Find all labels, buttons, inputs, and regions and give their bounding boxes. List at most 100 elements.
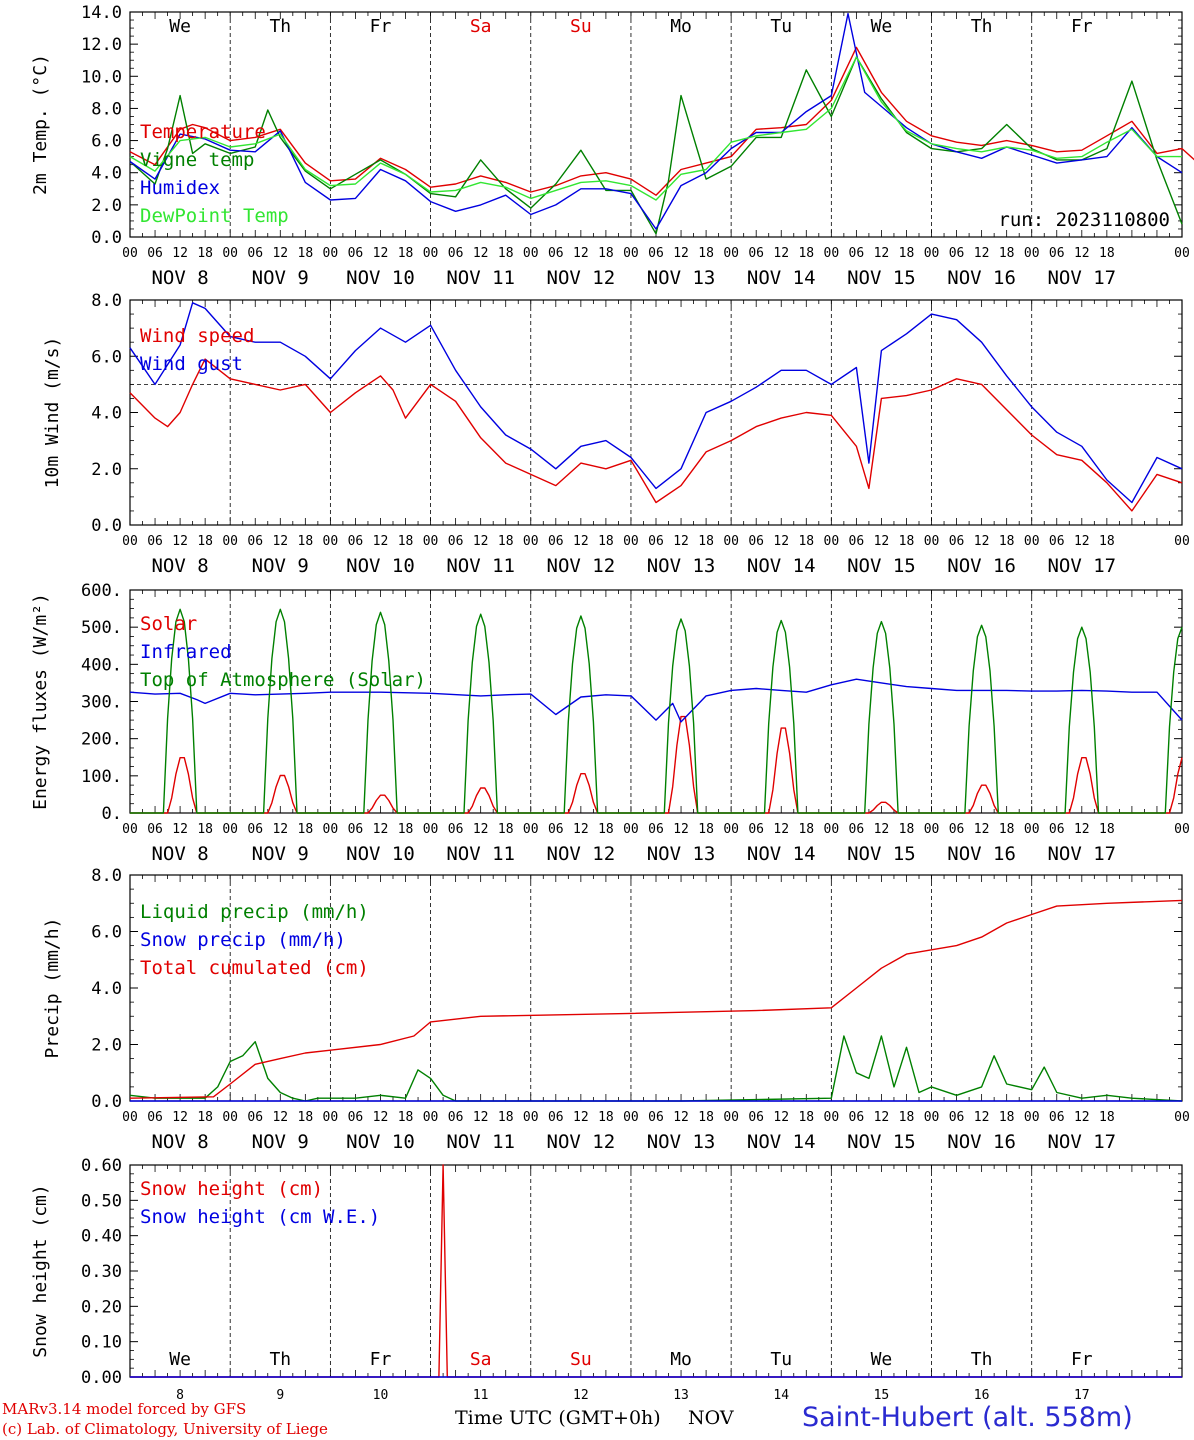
y-axis-title: Precip (mm/h)	[42, 918, 63, 1059]
hour-label: 18	[899, 534, 915, 549]
legend-entry: Wind gust	[140, 353, 243, 375]
date-label: NOV 8	[151, 555, 208, 577]
hour-label: 06	[648, 822, 664, 837]
y-tick-label: 8.0	[91, 866, 122, 886]
hour-label: 00	[323, 246, 339, 261]
hour-label: 06	[1049, 1110, 1065, 1125]
plot-frame	[129, 11, 1183, 238]
date-label: NOV 17	[1047, 843, 1116, 865]
hour-label: 06	[949, 1110, 965, 1125]
hour-label: 00	[723, 246, 739, 261]
hour-label: 00	[723, 822, 739, 837]
y-tick-label: 0.00	[81, 1368, 122, 1388]
weekday-label: We	[169, 1349, 191, 1370]
hour-label: 12	[773, 246, 789, 261]
hour-label: 06	[648, 1110, 664, 1125]
hour-label: 12	[573, 246, 589, 261]
hour-label: 18	[298, 246, 314, 261]
hour-label: 12	[673, 822, 689, 837]
date-label: NOV 13	[647, 555, 716, 577]
date-label: NOV 9	[252, 267, 309, 289]
hour-label: 00	[122, 246, 138, 261]
hour-label: 12	[473, 822, 489, 837]
hour-label: 12	[773, 822, 789, 837]
hour-label: 18	[999, 822, 1015, 837]
y-tick-label: 300.	[81, 693, 122, 713]
hour-label: 00	[623, 822, 639, 837]
weekday-label: Fr	[1071, 1349, 1093, 1370]
hour-label: 00	[323, 822, 339, 837]
station-name: Saint-Hubert (alt. 558m)	[802, 1402, 1133, 1433]
day-number-label: 17	[1074, 1388, 1090, 1403]
legend-entry: DewPoint Temp	[140, 205, 289, 227]
hour-label: 18	[498, 1110, 514, 1125]
hour-label: 12	[473, 1110, 489, 1125]
hour-label: 06	[949, 822, 965, 837]
y-tick-label: 0.40	[81, 1227, 122, 1247]
hour-label: 06	[147, 1110, 163, 1125]
hour-label: 18	[197, 246, 213, 261]
hour-label: 06	[548, 534, 564, 549]
hour-label: 00	[824, 246, 840, 261]
date-label: NOV 10	[346, 267, 415, 289]
hour-label: 06	[849, 534, 865, 549]
hour-label: 12	[172, 1110, 188, 1125]
y-tick-label: 400.	[81, 655, 122, 675]
hour-label: 12	[1074, 822, 1090, 837]
hour-label: 18	[298, 822, 314, 837]
series-line-top-of-atmosphere-solar	[130, 608, 1183, 814]
hour-label: 00	[1024, 246, 1040, 261]
hour-label: 06	[748, 246, 764, 261]
hour-label: 06	[448, 822, 464, 837]
legend-entry: Temperature	[140, 121, 266, 143]
hour-label: 06	[849, 822, 865, 837]
hour-label: 06	[247, 534, 263, 549]
date-label: NOV 16	[947, 555, 1016, 577]
day-number-label: 9	[276, 1388, 284, 1403]
legend-entry: Vigne temp	[140, 149, 254, 171]
hour-label: 00	[523, 822, 539, 837]
day-number-label: 16	[974, 1388, 990, 1403]
series-line-humidex	[129, 12, 1183, 230]
hour-label: 12	[1074, 534, 1090, 549]
hour-label: 06	[748, 822, 764, 837]
hour-label: 18	[899, 246, 915, 261]
hour-label: 12	[974, 822, 990, 837]
series-line-liquid-precip-mm-h	[129, 1035, 1183, 1102]
hour-label: 18	[798, 822, 814, 837]
series-line-solar	[130, 715, 1183, 814]
hour-label: 18	[498, 822, 514, 837]
hour-label: 00	[1174, 822, 1190, 837]
day-number-label: 10	[373, 1388, 389, 1403]
hour-label: 12	[172, 822, 188, 837]
y-tick-label: 14.0	[81, 3, 122, 23]
hour-label: 18	[1099, 1110, 1115, 1125]
hour-label: 12	[874, 822, 890, 837]
hour-label: 06	[1049, 534, 1065, 549]
hour-label: 00	[723, 1110, 739, 1125]
y-tick-label: 0.20	[81, 1297, 122, 1317]
hour-label: 18	[1099, 246, 1115, 261]
hour-label: 12	[373, 822, 389, 837]
hour-label: 06	[348, 246, 364, 261]
y-tick-label: 0.0	[91, 1092, 122, 1112]
hour-label: 00	[122, 1110, 138, 1125]
panel-2	[129, 299, 1183, 526]
date-label: NOV 8	[151, 267, 208, 289]
day-number-label: 13	[673, 1388, 689, 1403]
weekday-label: Th	[971, 16, 993, 37]
model-credit: MARv3.14 model forced by GFS	[2, 1400, 247, 1418]
y-tick-label: 10.0	[81, 67, 122, 87]
hour-label: 00	[1024, 822, 1040, 837]
hour-label: 06	[448, 1110, 464, 1125]
hour-label: 18	[498, 534, 514, 549]
date-label: NOV 11	[446, 1131, 515, 1153]
hour-label: 00	[323, 1110, 339, 1125]
hour-label: 18	[999, 534, 1015, 549]
y-tick-label: 2.0	[91, 1036, 122, 1056]
date-label: NOV 12	[547, 555, 616, 577]
date-label: NOV 15	[847, 267, 916, 289]
hour-label: 12	[573, 1110, 589, 1125]
series-line-wind-gust	[129, 302, 1183, 504]
date-label: NOV 13	[647, 267, 716, 289]
